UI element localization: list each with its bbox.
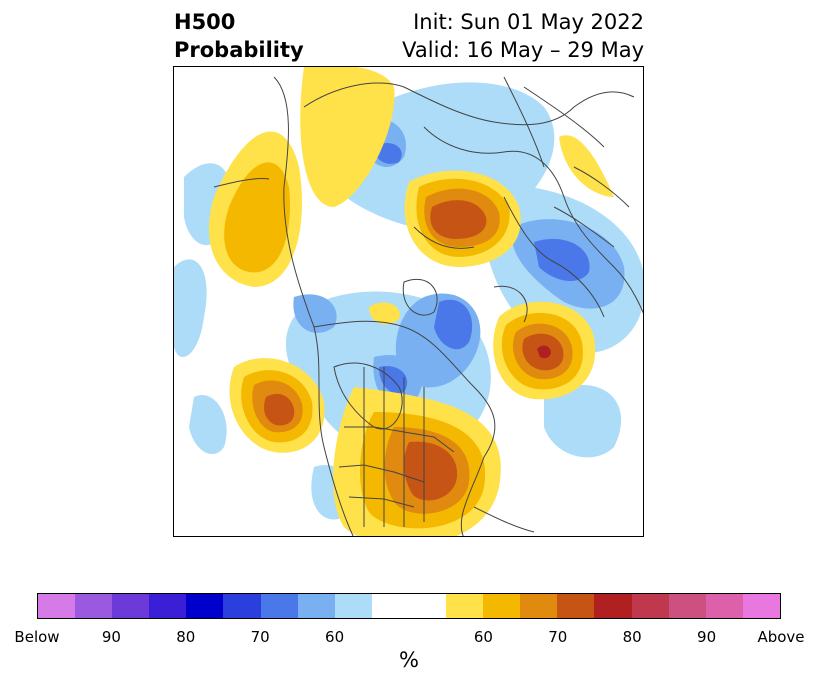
- colorbar-tick-label: 90: [697, 628, 717, 646]
- colorbar-segment: [371, 594, 409, 618]
- title-variable: H500: [174, 10, 236, 34]
- colorbar-segment: [297, 594, 335, 618]
- coastlines: [213, 76, 643, 536]
- colorbar-segment: [408, 594, 447, 618]
- above-normal-regions: [208, 67, 614, 536]
- colorbar-tick-label: 70: [250, 628, 270, 646]
- valid-range: Valid: 16 May – 29 May: [402, 38, 644, 62]
- colorbar-segment: [260, 594, 298, 618]
- colorbar-segment: [557, 594, 595, 618]
- title-right: Init: Sun 01 May 2022 Valid: 16 May – 29…: [402, 8, 644, 64]
- init-date: Init: Sun 01 May 2022: [413, 10, 644, 34]
- probability-map: [173, 66, 644, 537]
- colorbar-unit: %: [399, 648, 419, 672]
- colorbar-tick-label: 80: [622, 628, 642, 646]
- colorbar-segment: [223, 594, 261, 618]
- title-quantity: Probability: [174, 38, 304, 62]
- colorbar-segment: [112, 594, 150, 618]
- colorbar-tick-label: 60: [473, 628, 493, 646]
- colorbar-tick-label: 70: [548, 628, 568, 646]
- colorbar-segment: [149, 594, 187, 618]
- colorbar-tick-label: Below: [14, 628, 60, 646]
- colorbar-segment: [186, 594, 224, 618]
- colorbar-tick-label: 60: [325, 628, 345, 646]
- colorbar-segment: [631, 594, 669, 618]
- colorbar-segment: [520, 594, 558, 618]
- colorbar-segment: [75, 594, 113, 618]
- colorbar-segment: [705, 594, 743, 618]
- colorbar: [37, 593, 781, 619]
- colorbar-segment: [742, 594, 780, 618]
- colorbar-tick-label: 90: [101, 628, 121, 646]
- colorbar-segment: [483, 594, 521, 618]
- title-left: H500 Probability: [174, 8, 304, 64]
- map-canvas: [174, 67, 643, 536]
- colorbar-tick-label: 80: [176, 628, 196, 646]
- colorbar-segment: [668, 594, 706, 618]
- colorbar-segment: [38, 594, 76, 618]
- colorbar-tick-label: Above: [757, 628, 805, 646]
- colorbar-segment: [594, 594, 632, 618]
- colorbar-segment: [446, 594, 484, 618]
- colorbar-segment: [334, 594, 372, 618]
